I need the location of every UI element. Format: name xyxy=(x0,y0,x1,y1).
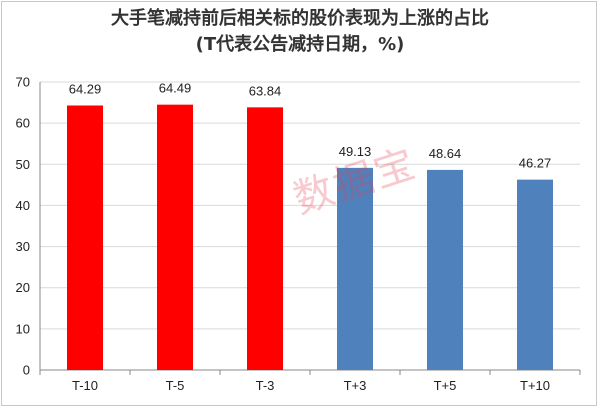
bar xyxy=(67,105,103,371)
data-label: 46.27 xyxy=(519,156,552,171)
data-label: 49.13 xyxy=(339,144,372,159)
x-tick-label: T-3 xyxy=(256,378,275,393)
bar xyxy=(427,169,463,370)
bar xyxy=(337,167,373,370)
y-tick-label: 30 xyxy=(16,239,30,254)
chart-title-line1: 大手笔减持前后相关标的股价表现为上涨的占比 xyxy=(111,8,489,29)
y-tick-label: 20 xyxy=(16,280,30,295)
x-tick-label: T+3 xyxy=(344,378,367,393)
y-tick-label: 10 xyxy=(16,321,30,336)
x-tick-label: T-5 xyxy=(166,378,185,393)
y-tick-label: 50 xyxy=(16,157,30,172)
x-tick-label: T+10 xyxy=(520,378,550,393)
data-label: 64.49 xyxy=(159,81,192,96)
x-tick-label: T-10 xyxy=(72,378,98,393)
bar xyxy=(157,104,193,371)
data-label: 63.84 xyxy=(249,83,282,98)
bar xyxy=(247,107,283,371)
y-tick-label: 70 xyxy=(16,75,30,90)
chart-title-line2: (T代表公告减持日期，%) xyxy=(195,34,405,55)
y-tick-label: 60 xyxy=(16,116,30,131)
y-tick-label: 40 xyxy=(16,198,30,213)
data-label: 48.64 xyxy=(429,146,462,161)
chart-title: 大手笔减持前后相关标的股价表现为上涨的占比 (T代表公告减持日期，%) xyxy=(0,6,600,58)
bar xyxy=(517,179,553,370)
data-label: 64.29 xyxy=(69,81,102,96)
x-tick-label: T+5 xyxy=(434,378,457,393)
y-tick-label: 0 xyxy=(23,363,30,378)
